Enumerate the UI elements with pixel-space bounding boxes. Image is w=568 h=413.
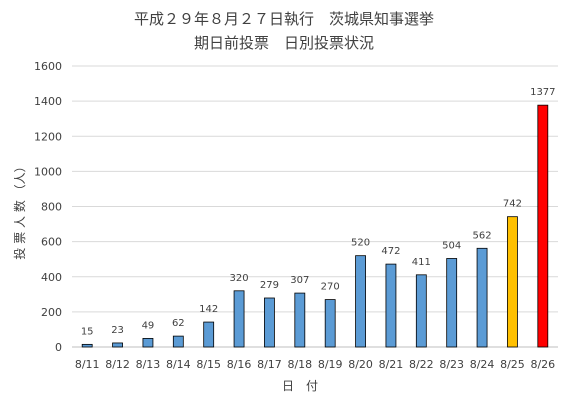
data-label: 320 bbox=[230, 273, 249, 284]
x-tick-label: 8/23 bbox=[439, 358, 464, 371]
x-tick-labels: 8/11 8/12 8/13 8/14 8/15 8/16 8/17 8/18 8/19 8/20… bbox=[75, 358, 555, 371]
bar bbox=[112, 342, 123, 348]
data-label: 472 bbox=[381, 246, 400, 257]
y-tick-label: 1400 bbox=[34, 95, 62, 108]
x-tick-label: 8/15 bbox=[196, 358, 221, 371]
bar bbox=[415, 274, 427, 348]
data-label: 307 bbox=[290, 275, 309, 286]
gridlines bbox=[72, 65, 558, 348]
bar bbox=[264, 297, 275, 348]
data-label: 279 bbox=[260, 280, 279, 291]
y-tick-labels: 0 200 400 600 800 1000 1200 1400 1600 bbox=[34, 60, 62, 354]
bar bbox=[81, 343, 93, 348]
bar bbox=[203, 321, 215, 348]
y-tick-label: 800 bbox=[41, 201, 62, 214]
data-label: 504 bbox=[442, 240, 461, 251]
data-label: 520 bbox=[351, 238, 370, 249]
x-tick-label: 8/11 bbox=[75, 358, 100, 371]
data-label: 62 bbox=[172, 318, 185, 329]
data-label: 742 bbox=[503, 199, 522, 210]
bar bbox=[476, 247, 488, 348]
x-tick-label: 8/13 bbox=[136, 358, 161, 371]
bar bbox=[324, 299, 336, 348]
y-tick-label: 200 bbox=[41, 306, 62, 319]
bar bbox=[385, 263, 397, 348]
data-label: 411 bbox=[412, 257, 431, 268]
data-label: 562 bbox=[473, 230, 492, 241]
data-label: 49 bbox=[142, 320, 155, 331]
chart-title: 平成２９年８月２７日執行 茨城県知事選挙 bbox=[134, 10, 434, 28]
x-tick-label: 8/22 bbox=[409, 358, 434, 371]
y-axis-label: 投 票 人 数 （人） bbox=[12, 160, 27, 259]
x-tick-label: 8/25 bbox=[500, 358, 525, 371]
x-tick-label: 8/21 bbox=[379, 358, 404, 371]
y-tick-label: 1600 bbox=[34, 60, 62, 73]
x-tick-label: 8/20 bbox=[348, 358, 373, 371]
bar bbox=[294, 292, 306, 348]
bar bbox=[355, 255, 366, 348]
data-labels: 15 23 49 62 142 320 279 307 270 520 472 411 504 562 74… bbox=[81, 87, 556, 337]
x-tick-label: 8/18 bbox=[287, 358, 312, 371]
x-tick-label: 8/24 bbox=[470, 358, 495, 371]
data-label: 1377 bbox=[530, 87, 555, 98]
bar bbox=[233, 290, 245, 348]
x-tick-label: 8/26 bbox=[530, 358, 555, 371]
bars bbox=[81, 104, 549, 348]
bar bbox=[537, 104, 549, 348]
bar bbox=[446, 258, 458, 348]
bar bbox=[172, 335, 184, 348]
x-tick-label: 8/14 bbox=[166, 358, 191, 371]
bar bbox=[507, 216, 518, 348]
x-tick-label: 8/16 bbox=[227, 358, 252, 371]
y-tick-label: 0 bbox=[55, 341, 62, 354]
data-label: 142 bbox=[199, 304, 218, 315]
x-tick-label: 8/19 bbox=[318, 358, 343, 371]
x-tick-label: 8/12 bbox=[105, 358, 130, 371]
x-tick-label: 8/17 bbox=[257, 358, 282, 371]
y-tick-label: 600 bbox=[41, 236, 62, 249]
data-label: 270 bbox=[321, 282, 340, 293]
x-axis-label: 日 付 bbox=[282, 379, 318, 393]
data-label: 23 bbox=[111, 325, 124, 336]
data-label: 15 bbox=[81, 326, 94, 337]
y-tick-label: 400 bbox=[41, 271, 62, 284]
y-tick-label: 1200 bbox=[34, 130, 62, 143]
bar bbox=[142, 337, 154, 348]
y-tick-label: 1000 bbox=[34, 165, 62, 178]
chart-subtitle: 期日前投票 日別投票状況 bbox=[194, 34, 374, 52]
